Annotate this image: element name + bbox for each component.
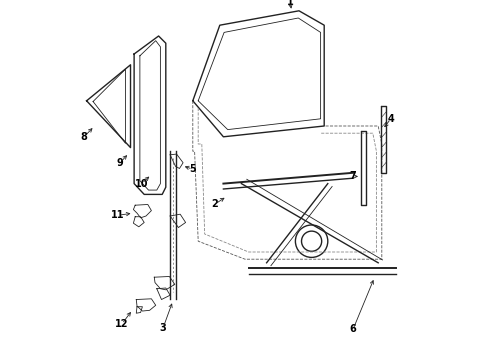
Text: 4: 4	[388, 114, 394, 124]
Text: 11: 11	[111, 210, 124, 220]
Text: 2: 2	[211, 199, 218, 210]
Text: 5: 5	[190, 164, 196, 174]
Text: 8: 8	[81, 132, 88, 142]
Text: 9: 9	[117, 158, 123, 168]
Text: 12: 12	[115, 319, 129, 329]
Text: 6: 6	[350, 324, 356, 334]
Text: 10: 10	[135, 179, 148, 189]
Text: 7: 7	[350, 171, 356, 181]
Text: 1: 1	[287, 0, 294, 7]
Text: 3: 3	[160, 323, 166, 333]
